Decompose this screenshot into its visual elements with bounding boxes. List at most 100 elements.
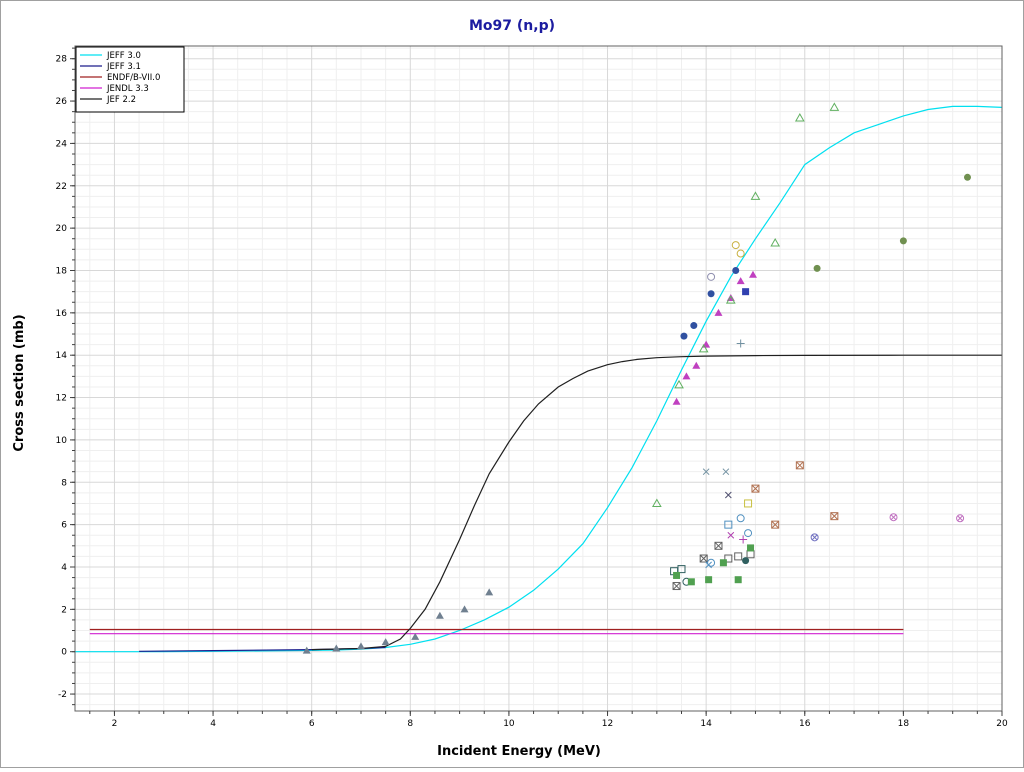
data-point xyxy=(742,288,750,296)
data-point xyxy=(682,372,691,380)
series-lines xyxy=(75,105,1003,653)
data-point xyxy=(699,554,708,563)
point-marker xyxy=(747,544,755,552)
data-point xyxy=(673,571,681,579)
point-marker-cross xyxy=(957,515,963,522)
point-marker xyxy=(724,520,733,529)
point-marker xyxy=(724,491,732,499)
point-marker-cross xyxy=(890,514,897,521)
data-point xyxy=(677,565,686,574)
data-point xyxy=(963,173,971,181)
legend-label: JEF 2.2 xyxy=(106,95,136,105)
point-marker-cross xyxy=(830,512,839,521)
data-point xyxy=(748,270,757,278)
point-marker xyxy=(889,513,898,522)
data-point xyxy=(719,559,727,567)
point-marker xyxy=(742,288,750,296)
x-tick-label: 16 xyxy=(799,719,811,729)
data-point xyxy=(830,512,839,521)
point-marker xyxy=(750,191,761,200)
y-tick-label: 22 xyxy=(56,182,67,192)
y-tick-label: 8 xyxy=(61,478,67,488)
data-point xyxy=(771,520,780,529)
point-marker xyxy=(829,102,840,111)
experimental-points xyxy=(302,102,971,654)
point-marker xyxy=(963,173,971,181)
legend-box xyxy=(75,46,185,113)
point-marker xyxy=(680,332,688,340)
data-point xyxy=(732,266,740,274)
data-point xyxy=(724,554,733,563)
data-point xyxy=(707,558,716,567)
data-point xyxy=(724,491,732,499)
point-marker xyxy=(702,468,710,476)
data-point xyxy=(727,531,735,539)
data-point xyxy=(899,237,907,245)
point-marker xyxy=(705,561,712,569)
x-tick-label: 6 xyxy=(309,719,315,729)
data-point xyxy=(485,588,494,596)
point-marker xyxy=(736,339,745,348)
point-marker xyxy=(690,322,698,330)
point-marker xyxy=(682,372,691,380)
data-point xyxy=(687,578,695,586)
data-point xyxy=(680,332,688,340)
data-point xyxy=(794,112,805,122)
legend-label: JEFF 3.0 xyxy=(106,51,141,61)
point-marker xyxy=(332,644,341,652)
x-axis-label: Incident Energy (MeV) xyxy=(437,744,601,759)
point-marker xyxy=(356,642,365,650)
series-line-jeff-3-0 xyxy=(75,105,1003,653)
legend-label: ENDF/B-VII.0 xyxy=(107,73,160,83)
data-point xyxy=(747,544,755,552)
point-marker xyxy=(698,343,709,353)
data-point xyxy=(810,533,819,542)
data-point xyxy=(356,642,365,650)
point-marker xyxy=(672,397,681,405)
data-point xyxy=(739,535,748,544)
y-tick-label: 4 xyxy=(61,563,67,573)
point-marker-cross xyxy=(714,541,723,550)
point-marker xyxy=(736,277,745,285)
data-point xyxy=(692,361,701,369)
data-point xyxy=(725,295,736,304)
data-point xyxy=(744,529,753,538)
point-marker xyxy=(830,512,839,521)
point-marker xyxy=(411,632,420,640)
point-marker xyxy=(651,498,662,507)
data-point xyxy=(722,468,730,476)
point-marker xyxy=(677,565,686,574)
y-tick-label: 14 xyxy=(56,351,68,361)
data-point xyxy=(734,552,743,561)
point-marker-cross xyxy=(751,484,760,493)
point-marker xyxy=(734,576,742,584)
point-marker xyxy=(795,461,804,470)
x-tick-label: 12 xyxy=(602,719,613,729)
point-marker xyxy=(748,270,757,278)
x-tick-label: 18 xyxy=(898,719,910,729)
data-point xyxy=(714,541,723,550)
point-marker-cross xyxy=(771,520,780,529)
point-marker xyxy=(673,571,681,579)
y-axis-label: Cross section (mb) xyxy=(12,314,27,451)
point-marker xyxy=(705,576,713,584)
y-tick-label: 20 xyxy=(56,224,68,234)
grid-lines xyxy=(75,46,1003,711)
data-point xyxy=(736,339,745,348)
y-tick-label: 26 xyxy=(56,97,68,107)
axis-ticks: 2 4 6 8 10 12 14 16 18 20-20246810121416182022242… xyxy=(56,47,1008,729)
data-point xyxy=(698,343,709,353)
point-marker-cross xyxy=(811,534,818,541)
data-point xyxy=(736,514,745,523)
data-point xyxy=(751,484,760,493)
point-marker xyxy=(724,554,733,563)
data-point xyxy=(690,322,698,330)
data-point xyxy=(714,308,723,316)
data-point xyxy=(795,461,804,470)
y-tick-label: 18 xyxy=(56,266,68,276)
point-marker-cross xyxy=(672,582,681,590)
data-point xyxy=(435,611,444,619)
point-marker xyxy=(435,611,444,619)
